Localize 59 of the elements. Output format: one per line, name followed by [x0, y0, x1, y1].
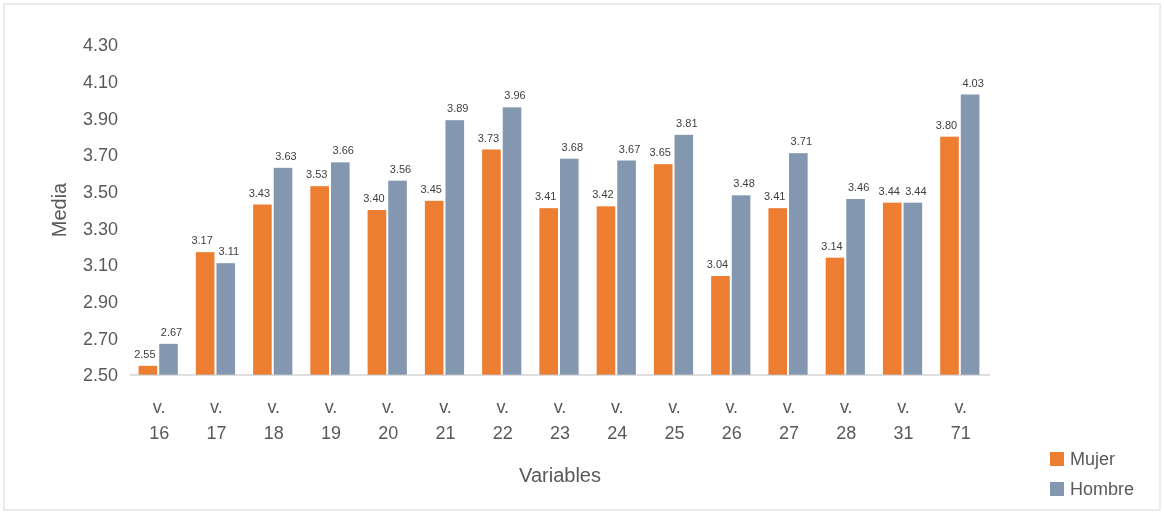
data-label: 3.41 — [764, 190, 786, 203]
x-tick-label: v. 22 — [492, 397, 513, 443]
y-tick-label: 3.50 — [82, 181, 118, 202]
data-label: 3.67 — [618, 142, 641, 155]
data-label: 3.40 — [363, 192, 385, 204]
data-label: 3.42 — [592, 188, 614, 201]
data-label: 3.66 — [332, 144, 354, 157]
x-tick-label: v. 28 — [836, 397, 857, 443]
y-tick-label: 3.30 — [82, 218, 118, 239]
data-label: 4.03 — [962, 76, 984, 89]
x-tick-label: v. 16 — [149, 397, 170, 443]
y-tick-label: 4.10 — [82, 71, 118, 92]
data-label: 3.53 — [305, 168, 328, 181]
x-tick-label: v. 31 — [893, 397, 914, 443]
x-tick-label: v. 26 — [721, 397, 742, 443]
data-label: 3.04 — [706, 258, 729, 270]
x-tick-label: v. 27 — [779, 397, 800, 443]
data-label: 3.17 — [191, 234, 213, 247]
x-axis-title: Variables — [519, 464, 601, 486]
data-label: 3.96 — [504, 89, 526, 102]
data-label: 3.48 — [733, 177, 755, 190]
data-label: 3.44 — [905, 184, 927, 197]
x-tick-label: v. 71 — [950, 397, 971, 443]
data-label: 3.56 — [389, 162, 412, 175]
data-label: 3.80 — [935, 118, 958, 131]
x-tick-label: v. 25 — [664, 397, 685, 443]
data-label: 3.63 — [275, 149, 297, 162]
data-label: 3.45 — [420, 182, 442, 195]
data-label: 3.89 — [447, 102, 469, 115]
y-tick-label: 2.90 — [82, 291, 118, 312]
x-tick-label: v. 20 — [378, 397, 399, 443]
x-tick-label: v. 17 — [206, 397, 227, 443]
data-label: 3.65 — [649, 146, 671, 159]
data-label: 3.43 — [248, 186, 271, 199]
data-label: 3.44 — [878, 184, 900, 197]
data-label: 3.11 — [218, 245, 240, 258]
y-tick-label: 2.70 — [82, 328, 118, 349]
y-tick-label: 4.30 — [82, 35, 118, 56]
x-tick-label: v. 21 — [435, 397, 456, 443]
data-label: 3.14 — [821, 239, 843, 252]
data-label: 3.81 — [676, 116, 698, 129]
data-label: 3.73 — [477, 131, 500, 144]
data-label: 2.55 — [134, 347, 156, 360]
y-axis-title: Media — [48, 181, 70, 238]
legend-label: Mujer — [1070, 449, 1116, 470]
x-tick-label: v. 23 — [549, 397, 571, 443]
y-tick-label: 3.70 — [82, 145, 118, 166]
x-tick-label: v. 18 — [263, 397, 284, 443]
y-tick-label: 3.90 — [82, 108, 118, 129]
data-label: 3.68 — [561, 140, 584, 153]
x-tick-label: v. 19 — [320, 397, 341, 443]
data-label: 2.67 — [160, 325, 183, 338]
data-label: 3.46 — [847, 181, 870, 193]
y-tick-label: 2.50 — [82, 365, 118, 386]
data-label: 3.71 — [790, 135, 813, 148]
legend-label: Hombre — [1070, 479, 1135, 500]
x-tick-label: v. 24 — [607, 397, 628, 443]
y-tick-label: 3.10 — [82, 255, 118, 276]
data-label: 3.41 — [534, 190, 557, 203]
